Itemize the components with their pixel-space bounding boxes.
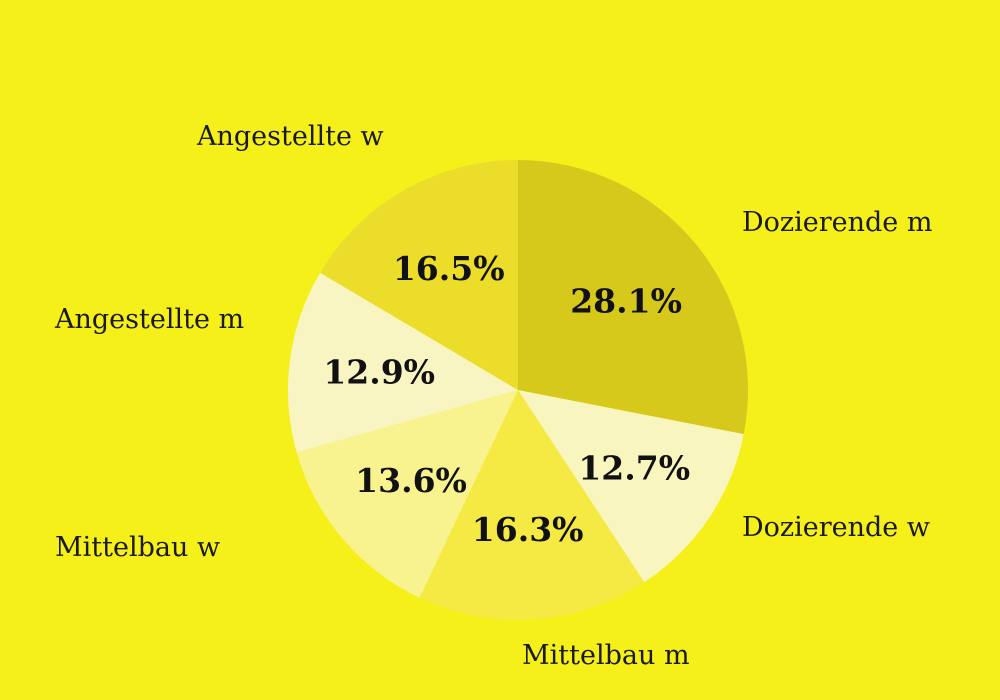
slice-category-label: Mittelbau w — [55, 532, 220, 563]
percentage-labels: 28.1% 12.7% 16.3%13.6% 12.9% 16.5% — [323, 249, 690, 549]
slice-value-label: 12.9% — [323, 352, 435, 391]
pie-slice-angestellte-w — [320, 160, 518, 390]
slice-category-label: Angestellte m — [54, 304, 244, 335]
pie-slice-dozierende-m — [518, 160, 749, 435]
slice-category-label: Angestellte w — [196, 121, 384, 152]
slice-category-label: Dozierende w — [742, 512, 930, 543]
slice-value-label: 28.1% — [570, 282, 682, 321]
slice-value-label: 13.6% — [355, 461, 467, 500]
pie-slices — [288, 160, 749, 620]
slice-value-label: 16.5% — [393, 249, 505, 288]
slice-category-label: Mittelbau m — [522, 640, 690, 671]
slice-value-label: 16.3% — [472, 510, 584, 549]
pie-slice-mittelbau-w — [296, 390, 518, 598]
slice-category-label: Dozierende m — [742, 207, 932, 238]
pie-slice-dozierende-w — [518, 390, 744, 583]
slice-value-label: 12.7% — [578, 449, 690, 488]
category-labels: Dozierende m Dozierende w Mittelbau m Mitte… — [54, 121, 932, 671]
pie-slice-angestellte-m — [288, 272, 518, 453]
pie-slice-mittelbau-m — [419, 390, 645, 620]
